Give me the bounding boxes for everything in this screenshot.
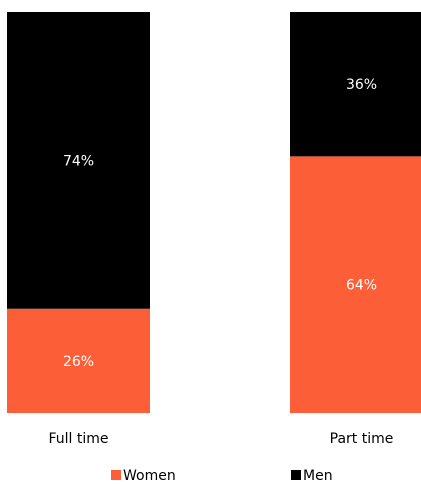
bar-full-time-men xyxy=(7,12,150,309)
bar-part-time-men xyxy=(290,12,421,157)
value-label-full-time-women: 26% xyxy=(63,354,94,370)
bars-group xyxy=(7,12,421,414)
legend-swatch-men xyxy=(291,470,301,480)
legend: Women Men xyxy=(111,468,333,484)
legend-label-men: Men xyxy=(303,468,333,484)
value-label-part-time-women: 64% xyxy=(346,278,377,294)
legend-swatch-women xyxy=(111,470,121,480)
value-label-part-time-men: 36% xyxy=(346,77,377,93)
value-labels-group: 26% 74% 64% 36% xyxy=(63,77,377,370)
value-label-full-time-men: 74% xyxy=(63,153,94,169)
bar-part-time-women xyxy=(290,156,421,414)
legend-label-women: Women xyxy=(123,468,176,484)
category-label-part-time: Part time xyxy=(330,431,394,447)
category-label-full-time: Full time xyxy=(48,431,108,447)
bar-full-time-women xyxy=(7,308,150,413)
category-labels-group: Full time Part time xyxy=(48,431,393,447)
